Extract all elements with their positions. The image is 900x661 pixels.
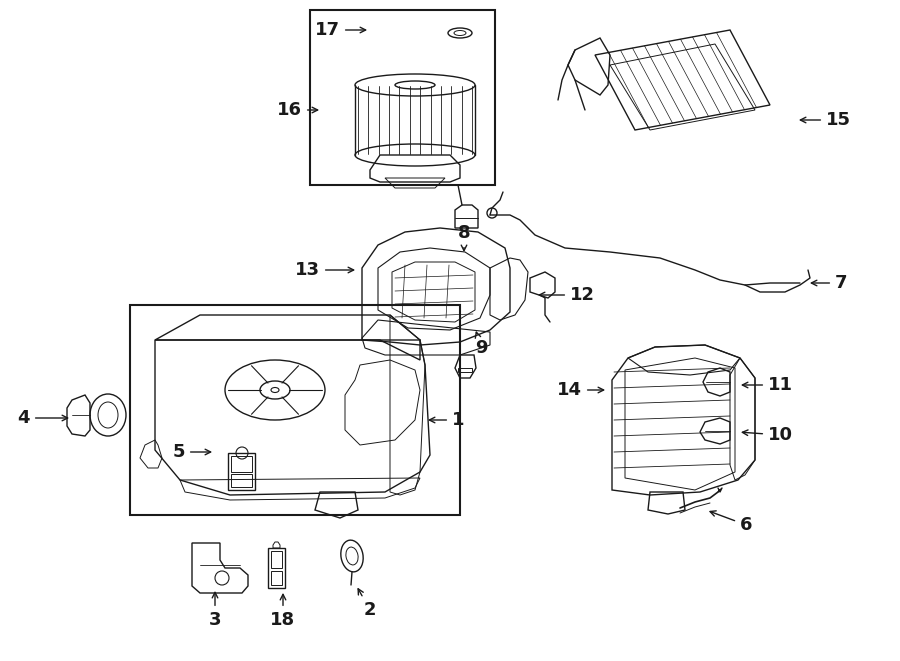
- Text: 15: 15: [800, 111, 851, 129]
- Bar: [130, 305, 460, 515]
- Text: 11: 11: [742, 376, 793, 394]
- Text: 6: 6: [710, 511, 752, 534]
- Text: 13: 13: [295, 261, 354, 279]
- Ellipse shape: [355, 144, 475, 166]
- Text: 17: 17: [315, 21, 365, 39]
- Ellipse shape: [395, 81, 435, 89]
- Text: 4: 4: [17, 409, 67, 427]
- Text: 7: 7: [811, 274, 848, 292]
- Text: 5: 5: [173, 443, 211, 461]
- Ellipse shape: [355, 74, 475, 96]
- Text: 16: 16: [277, 101, 318, 119]
- Text: 12: 12: [539, 286, 595, 304]
- Text: 10: 10: [742, 426, 793, 444]
- Text: 3: 3: [209, 592, 221, 629]
- Text: 14: 14: [557, 381, 604, 399]
- Text: 1: 1: [429, 411, 464, 429]
- Text: 18: 18: [270, 594, 295, 629]
- Bar: [310, 10, 495, 185]
- Text: 8: 8: [458, 224, 471, 251]
- Text: 2: 2: [358, 589, 376, 619]
- Text: 9: 9: [475, 332, 488, 357]
